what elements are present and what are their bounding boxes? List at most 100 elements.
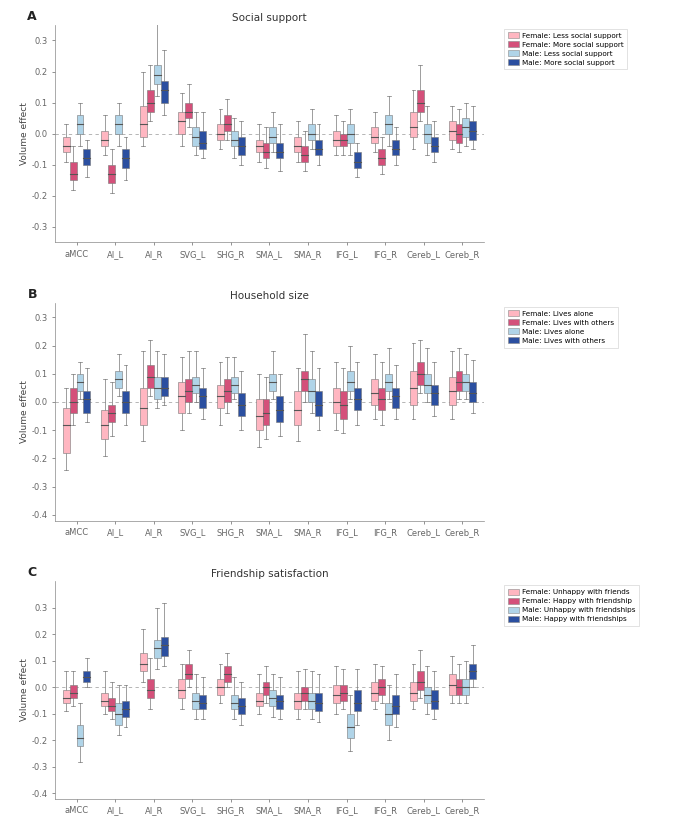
Bar [84,391,91,414]
Bar [101,131,108,146]
Bar [140,388,146,424]
Bar [217,124,224,140]
Bar [153,377,160,399]
Legend: Female: Lives alone, Female: Lives with others, Male: Lives alone, Male: Lives w: Female: Lives alone, Female: Lives with … [504,307,618,348]
Bar [108,405,115,422]
Bar [63,690,70,703]
Bar [392,140,399,156]
Bar [84,671,91,682]
Bar [430,690,438,709]
Bar [185,664,192,680]
Title: Friendship satisfaction: Friendship satisfaction [211,569,328,579]
Bar [146,680,153,698]
Bar [178,111,185,134]
Bar [153,66,160,84]
Bar [417,671,424,690]
Bar [178,680,185,698]
Bar [308,379,315,402]
Bar [386,374,392,391]
Bar [354,152,361,168]
Bar [455,680,462,696]
Bar [315,391,322,416]
Bar [340,134,347,146]
Bar [333,131,340,146]
Bar [455,371,462,391]
Bar [263,143,269,158]
Bar [347,714,354,738]
Bar [269,690,276,706]
Bar [315,140,322,156]
Bar [199,696,206,709]
Bar [256,399,263,430]
Bar [462,374,469,391]
Bar [354,690,361,711]
Bar [263,399,269,424]
Bar [379,149,386,165]
Bar [371,682,379,701]
Bar [160,377,168,396]
Bar [122,701,129,716]
Bar [77,115,84,134]
Bar [199,388,206,408]
Bar [301,146,308,161]
Bar [84,149,91,165]
Bar [276,696,283,709]
Bar [354,388,361,410]
Bar [192,127,199,146]
Bar [192,377,199,394]
Bar [122,391,129,414]
Bar [448,121,455,140]
Bar [115,371,122,388]
Bar [63,136,70,152]
Bar [224,115,231,131]
Bar [455,124,462,143]
Text: C: C [28,567,37,579]
Bar [347,371,354,391]
Bar [77,725,84,745]
Y-axis label: Volume effect: Volume effect [19,102,28,165]
Text: A: A [28,10,37,22]
Bar [238,698,245,714]
Bar [379,388,386,410]
Bar [185,379,192,402]
Bar [301,371,308,391]
Bar [448,377,455,405]
Bar [115,115,122,134]
Bar [371,379,379,405]
Bar [308,124,315,140]
Bar [276,143,283,158]
Bar [77,374,84,391]
Bar [192,693,199,709]
Bar [231,131,238,146]
Bar [340,685,347,701]
Bar [340,391,347,418]
Bar [386,115,392,134]
Bar [185,102,192,118]
Bar [417,363,424,385]
Bar [178,382,185,414]
Bar [140,106,146,136]
Bar [386,703,392,725]
Bar [256,693,263,706]
Bar [448,674,455,696]
Bar [115,703,122,725]
Legend: Female: Unhappy with friends, Female: Happy with friendship, Male: Unhappy with : Female: Unhappy with friends, Female: Ha… [504,585,639,626]
Bar [410,682,417,701]
Bar [315,693,322,711]
Bar [294,693,301,709]
Bar [217,385,224,408]
Bar [70,685,77,698]
Bar [424,124,430,143]
Bar [430,385,438,405]
Bar [469,382,476,402]
Bar [199,131,206,149]
Title: Household size: Household size [230,291,309,301]
Bar [469,664,476,680]
Bar [160,81,168,102]
Bar [301,687,308,701]
Y-axis label: Volume effect: Volume effect [19,659,28,721]
Bar [108,698,115,711]
Bar [256,140,263,152]
Bar [269,374,276,391]
Bar [140,653,146,671]
